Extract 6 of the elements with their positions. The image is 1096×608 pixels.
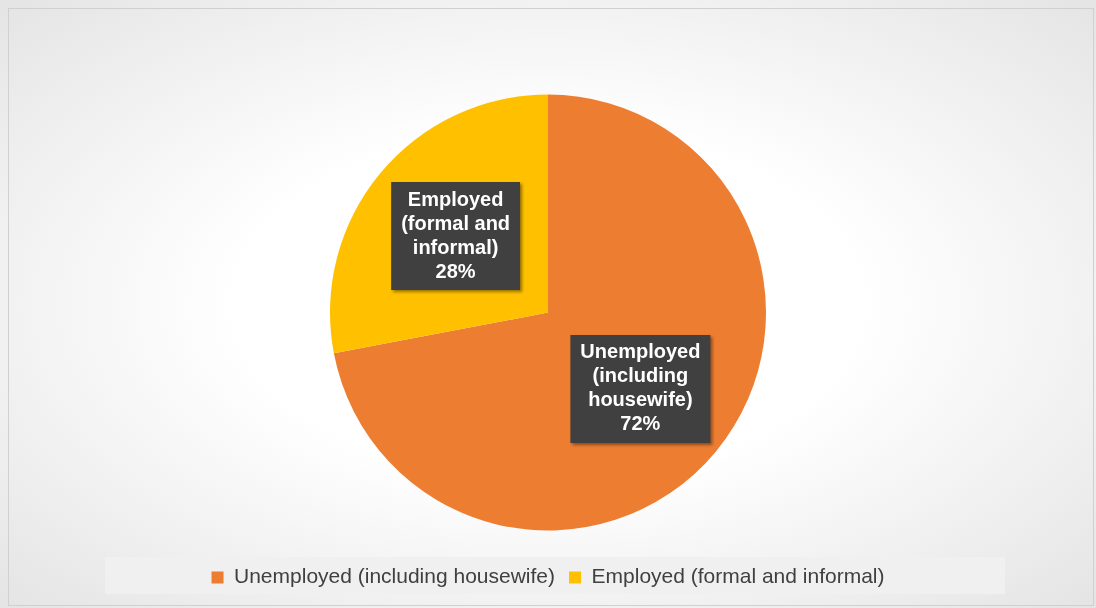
legend-label: Unemployed (including housewife) (234, 564, 556, 588)
data-label: 72% (620, 412, 661, 435)
data-label: 28% (435, 259, 476, 282)
slice-label: Unemployed (including housewife) (580, 340, 701, 411)
slice-label: Employed (formal and informal) (401, 187, 511, 258)
legend-label: Employed (formal and informal) (591, 564, 885, 588)
